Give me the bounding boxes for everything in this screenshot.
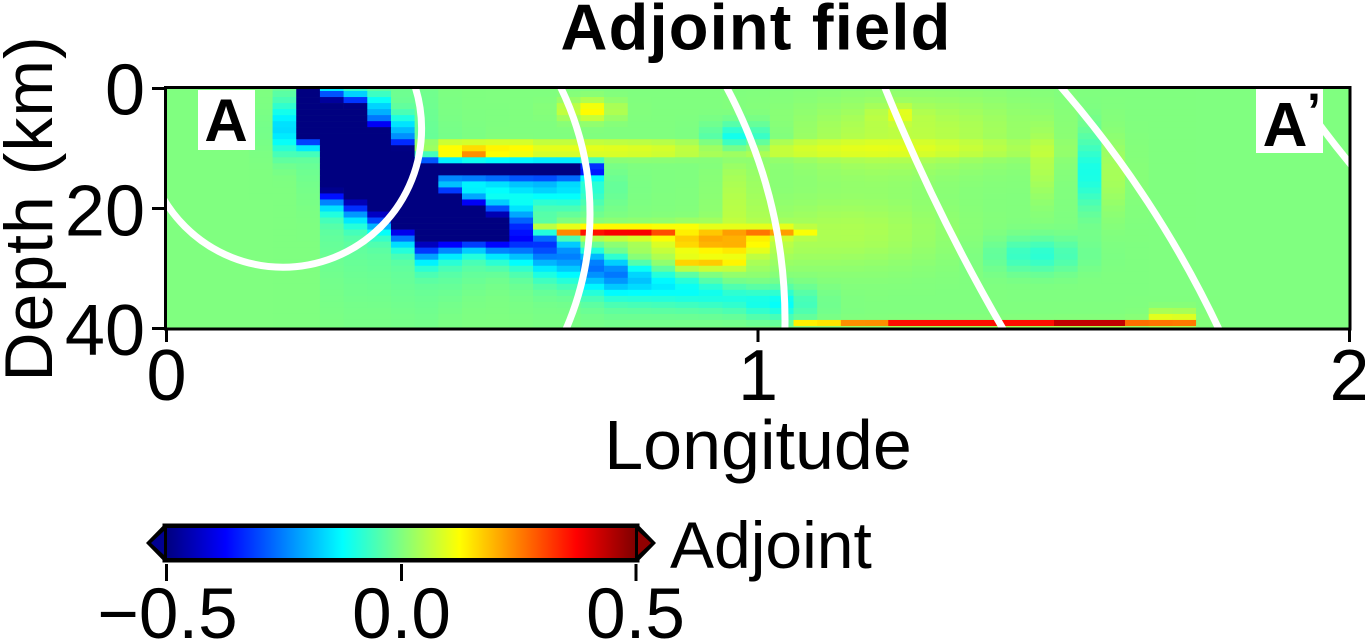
svg-text:−0.5: −0.5 bbox=[97, 575, 237, 642]
svg-text:0.5: 0.5 bbox=[586, 575, 685, 642]
svg-text:0.0: 0.0 bbox=[352, 575, 451, 642]
svg-text:0: 0 bbox=[146, 336, 186, 416]
svg-text:0: 0 bbox=[105, 51, 145, 131]
svg-text:A: A bbox=[1263, 91, 1308, 160]
svg-text:’: ’ bbox=[1307, 83, 1321, 139]
svg-text:Depth (km): Depth (km) bbox=[0, 35, 67, 381]
svg-text:20: 20 bbox=[65, 172, 145, 252]
svg-text:1: 1 bbox=[738, 336, 778, 416]
svg-text:2: 2 bbox=[1329, 336, 1365, 416]
svg-text:Adjoint: Adjoint bbox=[670, 508, 872, 582]
svg-text:40: 40 bbox=[65, 291, 145, 371]
svg-text:Adjoint field: Adjoint field bbox=[560, 0, 951, 64]
svg-text:Longitude: Longitude bbox=[604, 406, 912, 484]
svg-text:A: A bbox=[204, 87, 247, 154]
